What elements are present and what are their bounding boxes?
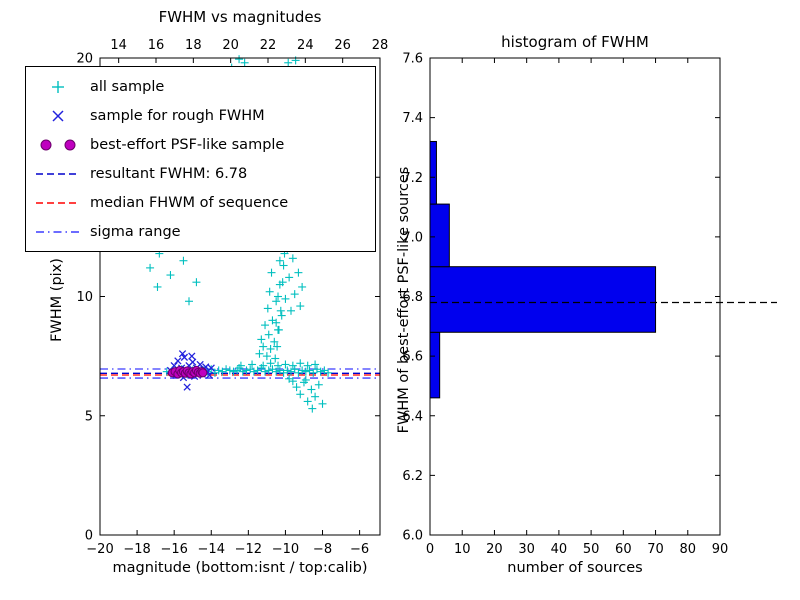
svg-text:6.2: 6.2 xyxy=(402,469,423,484)
svg-text:−10: −10 xyxy=(272,542,299,557)
svg-text:0: 0 xyxy=(85,529,93,544)
svg-text:10: 10 xyxy=(76,290,93,305)
svg-text:−18: −18 xyxy=(123,542,150,557)
left-chart-ylabel: FWHM (pix) xyxy=(49,258,65,342)
histogram-plot: 0 10 20 30 40 50 60 70 80 90 6.0 6.2 6.4 6.6 6.8 7.0 7.2… xyxy=(402,52,777,557)
svg-text:7.6: 7.6 xyxy=(402,52,423,67)
svg-text:28: 28 xyxy=(372,38,389,53)
right-chart-title: histogram of FWHM xyxy=(501,33,649,51)
svg-text:6.8: 6.8 xyxy=(402,290,423,305)
svg-text:18: 18 xyxy=(185,38,202,53)
blue-dashed-line-icon xyxy=(26,164,90,184)
svg-text:7.0: 7.0 xyxy=(402,230,423,245)
svg-text:5: 5 xyxy=(85,409,93,424)
svg-text:90: 90 xyxy=(712,542,729,557)
x-marker-icon xyxy=(26,106,90,126)
legend-item-median-fwhm: median FHWM of sequence xyxy=(26,188,375,217)
histogram-bar xyxy=(429,331,441,399)
svg-text:0: 0 xyxy=(426,542,434,557)
svg-text:6.0: 6.0 xyxy=(402,529,423,544)
histogram-bar xyxy=(429,140,437,205)
svg-text:14: 14 xyxy=(110,38,127,53)
legend-item-sigma-range: sigma range xyxy=(26,217,375,246)
svg-text:24: 24 xyxy=(297,38,314,53)
legend-item-rough-fwhm: sample for rough FWHM xyxy=(26,101,375,130)
svg-text:50: 50 xyxy=(583,542,600,557)
svg-text:22: 22 xyxy=(260,38,277,53)
histogram-bar xyxy=(429,203,450,268)
left-chart-title: FWHM vs magnitudes xyxy=(158,8,322,26)
legend-item-all-sample: all sample xyxy=(26,72,375,101)
svg-text:80: 80 xyxy=(680,542,697,557)
histogram-bar xyxy=(429,266,657,333)
svg-text:70: 70 xyxy=(647,542,664,557)
right-chart-xlabel: number of sources xyxy=(507,560,643,576)
svg-text:20: 20 xyxy=(486,542,503,557)
legend-item-psf-sample: best-effort PSF-like sample xyxy=(26,130,375,159)
left-chart-xlabel: magnitude (bottom:isnt / top:calib) xyxy=(112,560,368,576)
svg-text:−16: −16 xyxy=(160,542,187,557)
svg-text:−6: −6 xyxy=(350,542,369,557)
legend-label: sample for rough FWHM xyxy=(90,107,265,124)
svg-text:6.4: 6.4 xyxy=(402,409,423,424)
svg-text:10: 10 xyxy=(454,542,471,557)
red-dashed-line-icon xyxy=(26,193,90,213)
svg-text:−8: −8 xyxy=(313,542,332,557)
svg-text:60: 60 xyxy=(615,542,632,557)
svg-text:−12: −12 xyxy=(235,542,262,557)
right-chart-ylabel: FWHM of best-effort PSF-like sources xyxy=(396,166,412,434)
legend-label: all sample xyxy=(90,78,165,95)
svg-text:7.4: 7.4 xyxy=(402,111,423,126)
plus-marker-icon xyxy=(26,77,90,97)
svg-text:20: 20 xyxy=(76,52,93,67)
svg-text:−20: −20 xyxy=(86,542,113,557)
legend: all sample sample for rough FWHM best-ef… xyxy=(25,66,376,252)
svg-text:6.6: 6.6 xyxy=(402,350,423,365)
legend-label: best-effort PSF-like sample xyxy=(90,136,285,153)
legend-label: median FHWM of sequence xyxy=(90,194,289,211)
svg-text:40: 40 xyxy=(551,542,568,557)
svg-text:16: 16 xyxy=(148,38,165,53)
svg-text:30: 30 xyxy=(518,542,535,557)
circle-marker-icon xyxy=(26,135,90,155)
legend-label: resultant FWHM: 6.78 xyxy=(90,165,248,182)
svg-text:20: 20 xyxy=(222,38,239,53)
legend-item-resultant-fwhm: resultant FWHM: 6.78 xyxy=(26,159,375,188)
series-circle xyxy=(167,365,208,379)
svg-text:−14: −14 xyxy=(198,542,225,557)
blue-dashdot-line-icon xyxy=(26,222,90,242)
svg-text:26: 26 xyxy=(334,38,351,53)
legend-label: sigma range xyxy=(90,223,181,240)
svg-text:7.2: 7.2 xyxy=(402,171,423,186)
